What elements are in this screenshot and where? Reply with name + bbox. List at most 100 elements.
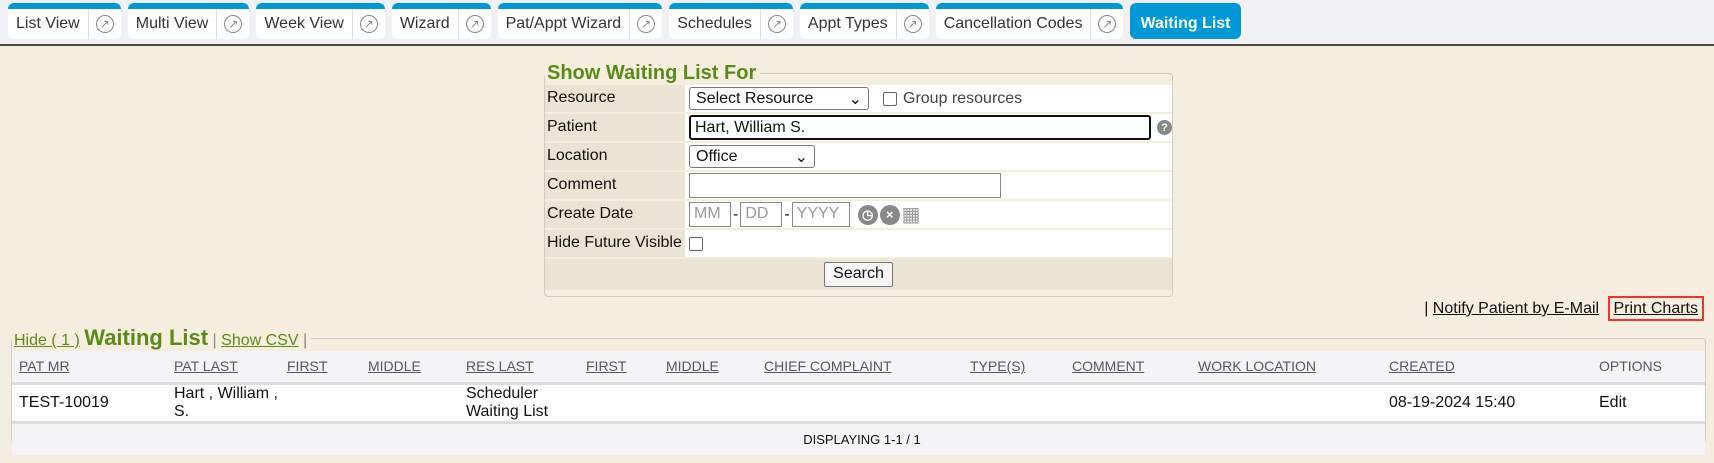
tab-label: Appt Types	[807, 15, 888, 32]
form-title: Show Waiting List For	[547, 62, 757, 84]
location-select[interactable]: Office ⌄	[689, 145, 815, 168]
open-external-icon: ↗	[767, 15, 786, 33]
column-header[interactable]: PAT MR	[12, 351, 167, 385]
tab-week-view[interactable]: Week View ↗	[256, 3, 385, 39]
tab-wizard[interactable]: Wizard ↗	[391, 3, 491, 39]
table-cell: Hart , William , S.	[167, 383, 280, 422]
open-external-icon: ↗	[359, 15, 378, 33]
sort-link[interactable]: PAT MR	[19, 358, 70, 375]
tab-schedules[interactable]: Schedules ↗	[669, 3, 793, 39]
comment-label: Comment	[545, 172, 685, 199]
print-charts-link[interactable]: Print Charts	[1607, 296, 1704, 321]
tab-label: Pat/Appt Wizard	[505, 15, 622, 32]
sort-link[interactable]: COMMENT	[1072, 358, 1145, 375]
comment-input[interactable]	[689, 173, 1001, 198]
tab-label: Schedules	[677, 15, 752, 32]
search-button[interactable]: Search	[824, 262, 893, 287]
pagination-status: DISPLAYING 1-1 / 1	[12, 420, 1705, 455]
sort-link[interactable]: PAT LAST	[174, 358, 238, 375]
sort-link[interactable]: MIDDLE	[368, 358, 421, 375]
tab-pat-appt-wizard[interactable]: Pat/Appt Wizard ↗	[497, 3, 663, 39]
table-cell	[1065, 383, 1191, 422]
column-header[interactable]: COMMENT	[1065, 351, 1191, 385]
tab-list-view[interactable]: List View ↗	[8, 3, 121, 39]
table-cell	[757, 383, 963, 422]
search-form: Show Waiting List For Resource Select Re…	[544, 62, 1173, 297]
sort-link[interactable]: MIDDLE	[666, 358, 719, 375]
group-resources-checkbox[interactable]	[883, 91, 897, 106]
column-header[interactable]: FIRST	[579, 351, 659, 385]
location-value: Office	[696, 147, 738, 165]
column-header[interactable]: MIDDLE	[659, 351, 757, 385]
tab-waiting-list[interactable]: Waiting List	[1130, 3, 1241, 39]
resource-label: Resource	[545, 85, 685, 112]
action-links: | Notify Patient by E-Mail Print Charts	[1424, 296, 1704, 321]
year-input[interactable]: YYYY	[791, 202, 850, 227]
open-external-icon: ↗	[95, 15, 114, 33]
tab-appt-types[interactable]: Appt Types ↗	[799, 3, 929, 39]
table-cell	[579, 383, 659, 422]
open-external-icon: ↗	[465, 15, 484, 33]
tab-label: Wizard	[399, 15, 450, 32]
tab-label: List View	[16, 15, 80, 32]
hide-link[interactable]: Hide ( 1 )	[14, 332, 80, 349]
column-header[interactable]: CREATED	[1382, 351, 1592, 385]
create-date-label: Create Date	[545, 201, 685, 228]
clock-icon[interactable]: ◷	[857, 204, 878, 225]
table-cell: Scheduler Waiting List	[459, 383, 579, 422]
open-external-button[interactable]: ↗	[87, 9, 121, 39]
column-header[interactable]: RES LAST	[459, 351, 579, 385]
chevron-down-icon: ⌄	[848, 90, 862, 108]
table-cell	[280, 383, 361, 422]
table-cell	[361, 383, 459, 422]
tab-label: Multi View	[135, 15, 209, 32]
tab-cancellation-codes[interactable]: Cancellation Codes ↗	[935, 3, 1124, 39]
tab-multi-view[interactable]: Multi View ↗	[127, 3, 250, 39]
clear-icon[interactable]: ×	[879, 204, 900, 225]
column-header[interactable]: TYPE(S)	[963, 351, 1065, 385]
edit-link[interactable]: Edit	[1592, 383, 1705, 422]
sort-link[interactable]: FIRST	[586, 358, 627, 375]
column-header[interactable]: FIRST	[280, 351, 361, 385]
open-external-button[interactable]: ↗	[216, 9, 249, 39]
waiting-list-table: PAT MR PAT LAST FIRST MIDDLE RES LAST FIRST MI…	[12, 351, 1705, 455]
show-csv-link[interactable]: Show CSV	[221, 332, 299, 349]
patient-input[interactable]: Hart, William S.	[689, 115, 1151, 140]
open-external-icon: ↗	[224, 15, 243, 33]
table-row[interactable]: TEST-10019 Hart , William , S. Scheduler W…	[12, 383, 1705, 422]
sort-link[interactable]: FIRST	[287, 358, 328, 375]
column-header[interactable]: WORK LOCATION	[1191, 351, 1382, 385]
column-header[interactable]: MIDDLE	[361, 351, 459, 385]
column-header[interactable]: CHIEF COMPLAINT	[757, 351, 963, 385]
tab-bar: List View ↗ Multi View ↗ Week View ↗ Wizard ↗ Pa…	[0, 0, 1714, 46]
open-external-button[interactable]: ↗	[457, 9, 491, 39]
table-cell	[659, 383, 757, 422]
open-external-button[interactable]: ↗	[759, 9, 793, 39]
hide-future-checkbox[interactable]	[689, 236, 703, 251]
day-input[interactable]: DD	[740, 202, 783, 227]
open-external-icon: ↗	[1098, 15, 1117, 33]
open-external-button[interactable]: ↗	[895, 9, 929, 39]
open-external-button[interactable]: ↗	[351, 9, 385, 39]
hide-future-label: Hide Future Visible	[545, 230, 685, 257]
help-icon[interactable]: ?	[1157, 120, 1172, 135]
table-cell	[963, 383, 1065, 422]
notify-email-link[interactable]: Notify Patient by E-Mail	[1432, 300, 1600, 317]
sort-link[interactable]: WORK LOCATION	[1198, 358, 1316, 375]
sort-link[interactable]: CREATED	[1389, 358, 1455, 375]
column-header[interactable]: PAT LAST	[167, 351, 280, 385]
table-cell	[1191, 383, 1382, 422]
sort-link[interactable]: CHIEF COMPLAINT	[764, 358, 892, 375]
column-header: OPTIONS	[1592, 351, 1705, 385]
open-external-button[interactable]: ↗	[1090, 9, 1123, 39]
group-resources-label: Group resources	[903, 89, 1023, 107]
calendar-icon[interactable]: ▦	[901, 204, 921, 226]
patient-label: Patient	[545, 114, 685, 141]
sort-link[interactable]: RES LAST	[466, 358, 534, 375]
month-input[interactable]: MM	[689, 202, 731, 227]
resource-select[interactable]: Select Resource ⌄	[689, 87, 869, 110]
open-external-button[interactable]: ↗	[629, 9, 662, 39]
sort-link[interactable]: TYPE(S)	[970, 358, 1026, 375]
chevron-down-icon: ⌄	[794, 148, 808, 166]
list-title: Waiting List	[84, 325, 209, 350]
